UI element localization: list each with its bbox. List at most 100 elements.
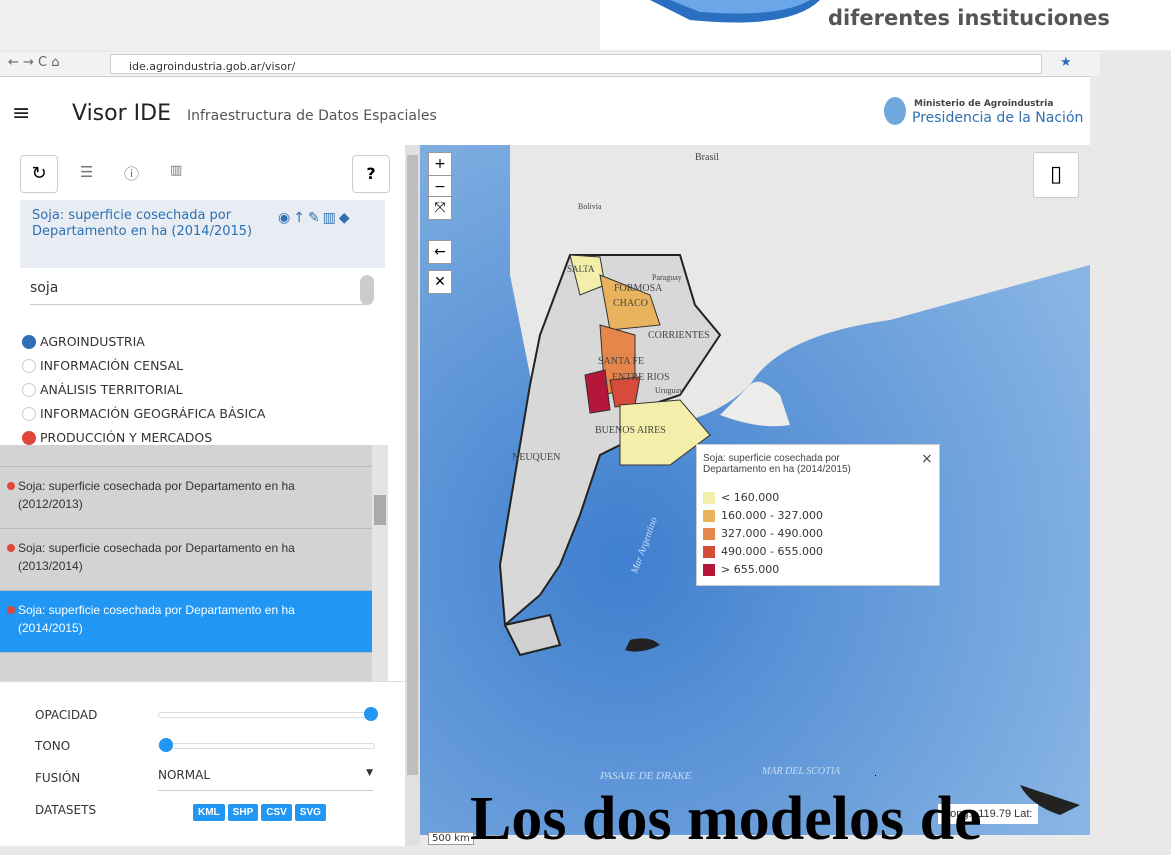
map-label: NEUQUEN: [512, 452, 560, 463]
toggle[interactable]: [360, 275, 374, 305]
map-label: ENTRE RIOS: [612, 372, 670, 383]
result-item[interactable]: Soja: superficie cosechada por Departame…: [0, 467, 372, 529]
legend-close[interactable]: ×: [921, 451, 933, 467]
map-label: FORMOSA: [614, 283, 662, 294]
category[interactable]: AGROINDUSTRIA: [40, 334, 145, 349]
result-list: (2011/2012)Soja: superficie cosechada po…: [0, 445, 372, 681]
back[interactable]: ←: [428, 240, 452, 264]
list-scrollbar: [372, 445, 388, 681]
legend-swatch: [703, 546, 715, 558]
legend: Soja: superficie cosechada por Departame…: [696, 444, 940, 586]
checkbox[interactable]: [22, 383, 36, 397]
legend-swatch: [703, 492, 715, 504]
help-button[interactable]: ?: [352, 155, 390, 193]
controls: OPACIDAD TONO FUSIÓN NORMAL▼ DATASETS KM…: [0, 681, 405, 847]
map-label: Brasil: [695, 152, 719, 163]
slide-bg-right: [1090, 76, 1171, 846]
map-label: MAR DEL SCOTIA: [762, 766, 840, 777]
legend-item: > 655.000: [703, 563, 903, 579]
app-title: Visor IDE: [72, 101, 171, 126]
banner: diferentes instituciones: [600, 0, 1171, 50]
ministry: Ministerio de Agroindustria: [914, 99, 1053, 109]
refresh-tab[interactable]: ↻: [20, 155, 58, 193]
legend-swatch: [703, 510, 715, 522]
logo: [630, 0, 830, 30]
slide: diferentes instituciones ← → C ⌂ ide.agr…: [0, 0, 1171, 846]
dot: [7, 544, 15, 552]
result-item[interactable]: Soja: superficie cosechada por Departame…: [0, 591, 372, 653]
checkbox[interactable]: [22, 335, 36, 349]
category[interactable]: INFORMACIÓN GEOGRÁFICA BÁSICA: [40, 406, 265, 421]
dot: [7, 606, 15, 614]
opacity-label: OPACIDAD: [35, 708, 97, 722]
app-header: ≡ Visor IDE Infraestructura de Datos Esp…: [0, 77, 1092, 146]
settings-tab[interactable]: ☰: [80, 163, 93, 181]
category[interactable]: PRODUCCIÓN Y MERCADOS: [40, 430, 212, 445]
slide-bg: [0, 0, 600, 50]
download-button[interactable]: CSV: [261, 804, 292, 821]
basemap-button[interactable]: ▯: [1033, 152, 1079, 198]
legend-swatch: [703, 564, 715, 576]
result-item[interactable]: (2011/2012): [0, 445, 372, 467]
browser-bar: ← → C ⌂ ide.agroindustria.gob.ar/visor/ …: [0, 52, 1100, 77]
map-label: SANTA FE: [598, 356, 644, 367]
tone-label: TONO: [35, 739, 70, 753]
download-button[interactable]: KML: [193, 804, 225, 821]
legend-label: < 160.000: [721, 491, 779, 504]
stats-tab[interactable]: ▥: [170, 163, 182, 178]
map-label: PASAJE DE DRAKE: [600, 770, 691, 782]
map-label: SALTA: [567, 264, 594, 274]
side-panel: ↻ ☰ ⓘ ▥ ? Soja: superficie cosechada por…: [0, 145, 405, 846]
scale-bar: 500 km: [428, 832, 474, 845]
opacity-slider[interactable]: [158, 712, 375, 718]
presidency: Presidencia de la Nación: [912, 110, 1083, 126]
legend-label: 327.000 - 490.000: [721, 527, 823, 540]
panel-scrollbar: [405, 145, 420, 846]
map-label: Bolivia: [578, 202, 602, 211]
dot: [7, 482, 15, 490]
datasets-label: DATASETS: [35, 803, 96, 817]
map-label: Uruguay: [655, 386, 683, 395]
checkbox[interactable]: [22, 431, 36, 445]
emblem: [884, 97, 906, 125]
banner-text: diferentes instituciones: [828, 6, 1110, 30]
map-label: CHACO: [613, 298, 648, 309]
legend-swatch: [703, 528, 715, 540]
legend-item: 160.000 - 327.000: [703, 509, 903, 525]
category[interactable]: ANÁLISIS TERRITORIAL: [40, 382, 183, 397]
legend-label: 160.000 - 327.000: [721, 509, 823, 522]
zoom-in[interactable]: +: [428, 152, 452, 176]
legend-label: > 655.000: [721, 563, 779, 576]
layer-actions[interactable]: ◉↑✎▥◆: [278, 210, 353, 226]
fusion-select[interactable]: NORMAL▼: [158, 768, 373, 791]
legend-item: 327.000 - 490.000: [703, 527, 903, 543]
measure[interactable]: ✕: [428, 270, 452, 294]
category[interactable]: INFORMACIÓN CENSAL: [40, 358, 183, 373]
app-subtitle: Infraestructura de Datos Espaciales: [187, 108, 437, 124]
legend-item: 490.000 - 655.000: [703, 545, 903, 561]
info-tab[interactable]: ⓘ: [124, 163, 139, 184]
legend-label: 490.000 - 655.000: [721, 545, 823, 558]
search-input[interactable]: soja: [30, 280, 365, 305]
fullscreen[interactable]: ⤧: [428, 196, 452, 220]
layer-title: Soja: superficie cosechada por Departame…: [32, 208, 262, 240]
active-layer: Soja: superficie cosechada por Departame…: [20, 200, 385, 268]
fusion-label: FUSIÓN: [35, 771, 80, 785]
menu-button[interactable]: ≡: [12, 101, 30, 126]
address-bar[interactable]: ide.agroindustria.gob.ar/visor/: [110, 54, 1042, 74]
map-label: CORRIENTES: [648, 330, 710, 341]
download-button[interactable]: SHP: [228, 804, 259, 821]
checkbox[interactable]: [22, 359, 36, 373]
checkbox[interactable]: [22, 407, 36, 421]
slide-title: Los dos modelos de: [470, 784, 982, 855]
result-item[interactable]: Soja: superficie cosechada por Departame…: [0, 529, 372, 591]
legend-item: < 160.000: [703, 491, 903, 507]
nav-buttons[interactable]: ← → C ⌂: [8, 55, 60, 70]
star[interactable]: ★: [1060, 55, 1072, 70]
category-list: AGROINDUSTRIA INFORMACIÓN CENSAL ANÁLISIS …: [0, 330, 380, 440]
fusion-value: NORMAL: [158, 768, 210, 782]
map-label: BUENOS AIRES: [595, 425, 666, 436]
tone-slider[interactable]: [158, 743, 375, 749]
download-button[interactable]: SVG: [295, 804, 326, 821]
